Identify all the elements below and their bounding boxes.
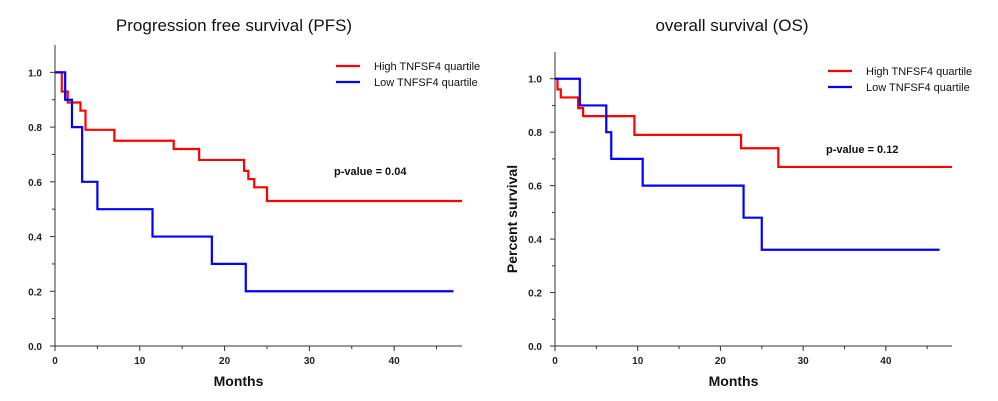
y-tick-label: 0.8 — [28, 123, 42, 134]
x-tick-label: 20 — [715, 356, 727, 367]
legend-label: Low TNFSF4 quartile — [374, 77, 478, 89]
x-tick-label: 0 — [552, 356, 558, 367]
p-value-annotation: p-value = 0.04 — [334, 166, 407, 178]
y-axis-label: Percent survival — [504, 165, 520, 273]
x-tick-label: 20 — [219, 356, 231, 367]
series-line-high — [55, 71, 462, 203]
x-tick-label: 40 — [880, 356, 892, 367]
y-tick-label: 0.0 — [528, 342, 542, 353]
y-tick-label: 0.4 — [28, 233, 42, 244]
chart-title: Progression free survival (PFS) — [116, 16, 352, 35]
chart-2: overall survival (OS) 0.0 0.2 0.4 0.6 0.8 1.0 0… — [504, 16, 972, 389]
y-tick-label: 0.6 — [528, 182, 542, 193]
x-tick-label: 0 — [52, 356, 58, 367]
y-tick-label: 0.8 — [528, 128, 542, 139]
series-line-low — [55, 71, 454, 293]
x-tick-label: 10 — [134, 356, 146, 367]
x-tick-label: 40 — [389, 356, 401, 367]
p-value-annotation: p-value = 0.12 — [826, 144, 898, 156]
series-line-high — [555, 77, 952, 169]
x-tick-label: 10 — [632, 356, 644, 367]
y-tick-label: 0.6 — [28, 178, 42, 189]
x-tick-label: 30 — [798, 356, 810, 367]
legend-label: Low TNFSF4 quartile — [866, 82, 970, 94]
series-line-low — [555, 77, 940, 251]
x-axis-label: Months — [214, 373, 264, 389]
y-tick-label: 1.0 — [28, 68, 42, 79]
y-tick-label: 0.4 — [528, 235, 542, 246]
legend-label: High TNFSF4 quartile — [374, 61, 480, 73]
y-tick-label: 1.0 — [528, 75, 542, 86]
x-tick-label: 30 — [304, 356, 316, 367]
chart-title: overall survival (OS) — [655, 16, 808, 35]
legend-label: High TNFSF4 quartile — [866, 66, 972, 78]
chart-1: Progression free survival (PFS) 0.0 0.2 0.4… — [28, 16, 480, 389]
y-tick-label: 0.0 — [28, 342, 42, 353]
y-tick-label: 0.2 — [28, 287, 42, 298]
y-tick-label: 0.2 — [528, 289, 542, 300]
x-axis-label: Months — [709, 373, 759, 389]
